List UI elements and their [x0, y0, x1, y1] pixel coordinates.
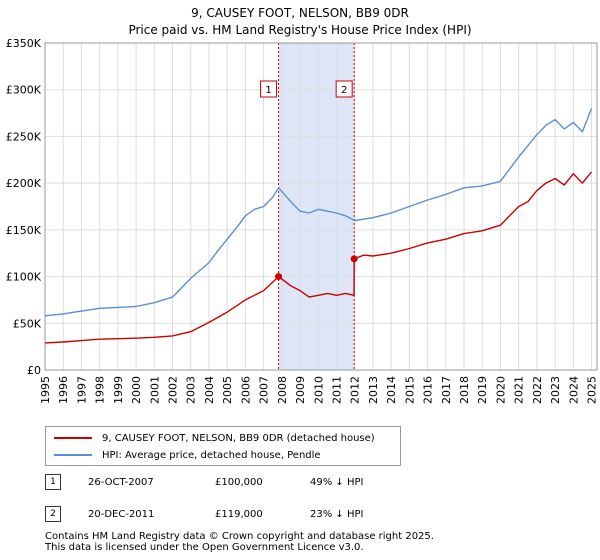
x-tick-label: 1996	[57, 376, 70, 404]
x-tick-label: 1997	[75, 376, 88, 404]
transaction-date: 20-DEC-2011	[88, 508, 155, 520]
legend-swatch-hpi	[54, 454, 92, 456]
transaction-marker-label: 1	[265, 85, 271, 96]
y-tick-label: £100K	[6, 271, 42, 284]
x-tick-label: 1998	[94, 376, 107, 404]
footer-line2: This data is licensed under the Open Gov…	[45, 542, 364, 553]
transaction-marker-box	[335, 80, 353, 98]
x-tick-label: 1999	[112, 376, 125, 404]
transaction-number-badge: 2	[45, 506, 61, 522]
legend-swatch-property	[54, 437, 92, 439]
legend-label-hpi: HPI: Average price, detached house, Pend…	[102, 449, 321, 461]
x-tick-label: 2006	[239, 376, 252, 404]
x-tick-label: 2024	[567, 376, 580, 404]
transaction-row: 1 26-OCT-2007 £100,000 49% ↓ HPI	[45, 473, 363, 491]
x-tick-label: 2011	[330, 376, 343, 404]
x-tick-label: 2003	[185, 376, 198, 404]
transaction-marker-box	[260, 80, 278, 98]
chart-title-line2: Price paid vs. HM Land Registry's House …	[128, 23, 472, 37]
transaction-price: £100,000	[215, 476, 263, 488]
x-tick-label: 2004	[203, 376, 216, 404]
x-tick-label: 2022	[531, 376, 544, 404]
transaction-price: £119,000	[215, 508, 263, 520]
price-chart: £0 £50K £100K £150K £200K £250K £300K £350K 1995…	[6, 37, 599, 404]
legend-label-property: 9, CAUSEY FOOT, NELSON, BB9 0DR (detache…	[102, 432, 375, 444]
transaction-row: 2 20-DEC-2011 £119,000 23% ↓ HPI	[45, 505, 363, 523]
x-tick-label: 2005	[221, 376, 234, 404]
x-tick-label: 2010	[312, 376, 325, 404]
footer: Contains HM Land Registry data © Crown c…	[45, 531, 434, 553]
x-tick-label: 2001	[148, 376, 161, 404]
transaction-number-badge: 1	[45, 474, 61, 490]
y-tick-label: £200K	[6, 177, 42, 190]
transaction-marker-label: 2	[341, 85, 347, 96]
x-tick-label: 2000	[130, 376, 143, 404]
x-tick-label: 2015	[403, 376, 416, 404]
x-tick-label: 2025	[586, 376, 599, 404]
y-tick-label: £300K	[6, 84, 42, 97]
x-tick-label: 2014	[385, 376, 398, 404]
y-tick-label: £250K	[6, 130, 42, 143]
plot-frame	[44, 42, 598, 371]
x-tick-label: 2023	[549, 376, 562, 404]
legend: 9, CAUSEY FOOT, NELSON, BB9 0DR (detache…	[45, 426, 401, 466]
y-tick-label: £0	[27, 364, 41, 377]
legend-item-hpi: HPI: Average price, detached house, Pend…	[54, 447, 321, 463]
x-tick-label: 2018	[458, 376, 471, 404]
footer-line1: Contains HM Land Registry data © Crown c…	[45, 531, 434, 542]
x-tick-label: 2017	[440, 376, 453, 404]
x-tick-label: 2008	[276, 376, 289, 404]
y-tick-label: £150K	[6, 224, 42, 237]
transaction-point	[350, 255, 358, 263]
transaction-hpi-diff: 23% ↓ HPI	[310, 508, 364, 520]
legend-item-property: 9, CAUSEY FOOT, NELSON, BB9 0DR (detache…	[54, 430, 375, 446]
transaction-date: 26-OCT-2007	[88, 476, 154, 488]
x-tick-label: 2009	[294, 376, 307, 404]
x-tick-label: 2002	[167, 376, 180, 404]
transaction-hpi-diff: 49% ↓ HPI	[310, 476, 364, 488]
y-tick-label: £50K	[13, 317, 42, 330]
transaction-point	[275, 273, 283, 281]
x-tick-label: 2019	[476, 376, 489, 404]
x-tick-label: 2007	[258, 376, 271, 404]
hpi-line	[44, 108, 593, 317]
x-tick-label: 1995	[39, 376, 52, 404]
x-tick-label: 2016	[422, 376, 435, 404]
property-price-line	[44, 171, 593, 344]
x-tick-label: 2012	[349, 376, 362, 404]
x-tick-label: 2013	[367, 376, 380, 404]
x-tick-label: 2020	[494, 376, 507, 404]
y-tick-label: £350K	[6, 37, 42, 50]
chart-title-line1: 9, CAUSEY FOOT, NELSON, BB9 0DR	[191, 6, 409, 20]
x-tick-label: 2021	[513, 376, 526, 404]
